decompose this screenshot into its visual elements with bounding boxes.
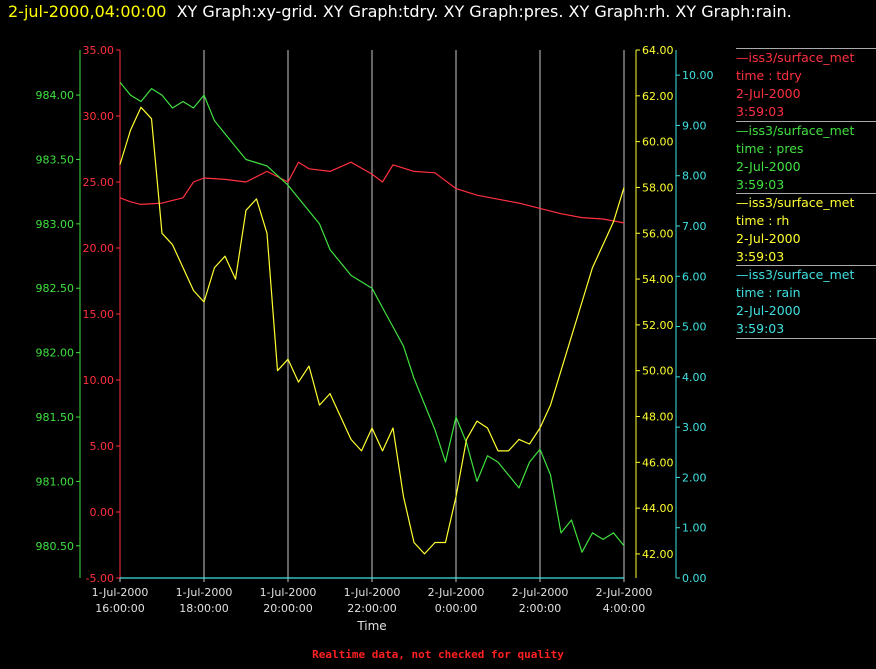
rh-tick-label: 48.00 xyxy=(642,411,674,424)
rain-tick-label: 6.00 xyxy=(682,270,707,283)
legend-date: 2-Jul-2000 xyxy=(736,303,801,318)
x-tick-label: 2-Jul-2000 xyxy=(512,586,569,599)
legend-separator xyxy=(736,193,876,194)
tdry-tick-label: 0.00 xyxy=(90,506,115,519)
rh-tick-label: 64.00 xyxy=(642,44,674,57)
x-axis-label: Time xyxy=(356,619,386,633)
tdry-tick-label: 10.00 xyxy=(83,374,115,387)
legend-source: —iss3/surface_met xyxy=(736,195,855,210)
rain-tick-label: 2.00 xyxy=(682,471,707,484)
rh-tick-label: 58.00 xyxy=(642,181,674,194)
series-line-rh xyxy=(119,106,625,555)
rh-tick-label: 56.00 xyxy=(642,227,674,240)
x-tick-label: 20:00:00 xyxy=(263,602,312,615)
legend-rain: —iss3/surface_met time : rain 2-Jul-2000… xyxy=(736,265,876,339)
legend-date: 2-Jul-2000 xyxy=(736,86,801,101)
legend-date: 2-Jul-2000 xyxy=(736,159,801,174)
legend-source: —iss3/surface_met xyxy=(736,50,855,65)
rain-tick-label: 4.00 xyxy=(682,371,707,384)
legend-date: 2-Jul-2000 xyxy=(736,231,801,246)
pres-tick-label: 981.00 xyxy=(36,475,75,488)
tdry-tick-label: 30.00 xyxy=(83,110,115,123)
rain-tick-label: 1.00 xyxy=(682,522,707,535)
tdry-tick-label: -5.00 xyxy=(86,572,114,585)
rh-tick-label: 60.00 xyxy=(642,136,674,149)
x-tick-label: 1-Jul-2000 xyxy=(92,586,149,599)
pres-tick-label: 983.50 xyxy=(36,153,75,166)
legend-rh: —iss3/surface_met time : rh 2-Jul-2000 3… xyxy=(736,193,876,266)
tdry-tick-label: 25.00 xyxy=(83,176,115,189)
rain-tick-label: 0.00 xyxy=(682,572,707,585)
legend-source: —iss3/surface_met xyxy=(736,123,855,138)
x-tick-label: 2-Jul-2000 xyxy=(596,586,653,599)
pres-tick-label: 980.50 xyxy=(36,540,75,553)
rain-tick-label: 9.00 xyxy=(682,119,707,132)
x-tick-label: 0:00:00 xyxy=(435,602,477,615)
rain-tick-label: 8.00 xyxy=(682,170,707,183)
x-tick-label: 18:00:00 xyxy=(179,602,228,615)
header-timestamp: 2-jul-2000,04:00:00 xyxy=(8,2,167,21)
tdry-tick-label: 35.00 xyxy=(83,44,115,57)
legend-time: 3:59:03 xyxy=(736,104,785,119)
rain-tick-label: 5.00 xyxy=(682,321,707,334)
legend-pres: —iss3/surface_met time : pres 2-Jul-2000… xyxy=(736,121,876,194)
rain-tick-label: 3.00 xyxy=(682,421,707,434)
x-tick-label: 1-Jul-2000 xyxy=(260,586,317,599)
x-tick-label: 16:00:00 xyxy=(95,602,144,615)
legend-time: 3:59:03 xyxy=(736,321,785,336)
rh-tick-label: 54.00 xyxy=(642,273,674,286)
legend-variable: time : rain xyxy=(736,285,801,300)
legend-separator xyxy=(736,338,876,339)
legend-time: 3:59:03 xyxy=(736,177,785,192)
tdry-tick-label: 5.00 xyxy=(90,440,115,453)
rh-tick-label: 46.00 xyxy=(642,456,674,469)
rh-tick-label: 52.00 xyxy=(642,319,674,332)
rh-tick-label: 50.00 xyxy=(642,365,674,378)
pres-tick-label: 982.00 xyxy=(36,347,75,360)
chart-header: 2-jul-2000,04:00:00 XY Graph:xy-grid. XY… xyxy=(8,2,792,21)
rh-tick-label: 42.00 xyxy=(642,548,674,561)
rh-tick-label: 44.00 xyxy=(642,502,674,515)
tdry-tick-label: 20.00 xyxy=(83,242,115,255)
x-tick-label: 22:00:00 xyxy=(347,602,396,615)
rain-tick-label: 7.00 xyxy=(682,220,707,233)
legend-time: 3:59:03 xyxy=(736,249,785,264)
rh-tick-label: 62.00 xyxy=(642,90,674,103)
header-graph-list: XY Graph:xy-grid. XY Graph:tdry. XY Grap… xyxy=(176,2,792,21)
pres-tick-label: 983.00 xyxy=(36,218,75,231)
rain-tick-label: 10.00 xyxy=(682,69,714,82)
x-tick-label: 2-Jul-2000 xyxy=(428,586,485,599)
x-tick-label: 1-Jul-2000 xyxy=(344,586,401,599)
legend-tdry: —iss3/surface_met time : tdry 2-Jul-2000… xyxy=(736,48,876,121)
x-tick-label: 1-Jul-2000 xyxy=(176,586,233,599)
quality-note: Realtime data, not checked for quality xyxy=(312,648,564,661)
legend-variable: time : rh xyxy=(736,213,790,228)
series-line-pres xyxy=(119,81,625,553)
pres-tick-label: 982.50 xyxy=(36,282,75,295)
legend-separator xyxy=(736,265,876,266)
x-tick-label: 4:00:00 xyxy=(603,602,645,615)
series-line-tdry xyxy=(119,161,625,224)
legend-source: —iss3/surface_met xyxy=(736,267,855,282)
legend-separator xyxy=(736,121,876,122)
pres-tick-label: 984.00 xyxy=(36,89,75,102)
legend-variable: time : tdry xyxy=(736,68,802,83)
tdry-tick-label: 15.00 xyxy=(83,308,115,321)
legend-separator xyxy=(736,48,876,49)
x-tick-label: 2:00:00 xyxy=(519,602,561,615)
pres-tick-label: 981.50 xyxy=(36,411,75,424)
legend-variable: time : pres xyxy=(736,141,804,156)
